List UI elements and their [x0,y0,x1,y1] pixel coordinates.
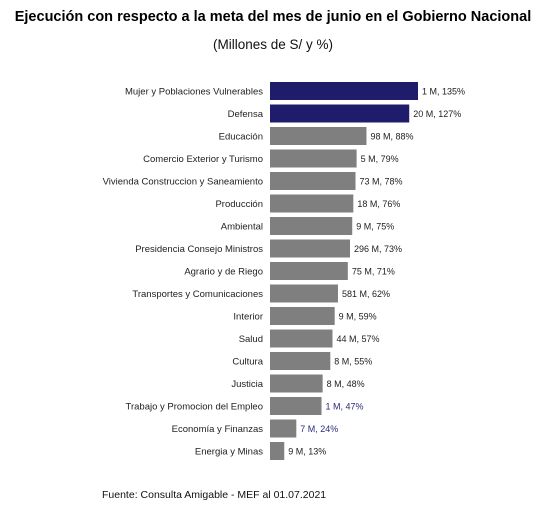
bar [270,419,297,438]
bar [270,172,356,190]
data-label: 581 M, 62% [342,289,390,299]
bar [270,262,348,280]
category-label: Comercio Exterior y Turismo [143,154,263,165]
data-label: 98 M, 88% [370,132,413,142]
category-label: Mujer y Poblaciones Vulnerables [125,87,263,98]
data-label: 1 M, 47% [326,402,364,412]
data-label: 20 M, 127% [413,109,461,119]
data-label: 73 M, 78% [360,177,403,187]
category-label: Interior [233,312,263,323]
data-label: 9 M, 75% [356,222,394,232]
data-label: 44 M, 57% [336,334,379,344]
bar [270,374,323,393]
category-label: Defensa [228,109,264,120]
bar [270,149,357,168]
bar [270,104,410,123]
category-label: Cultura [232,357,263,368]
source-note: Fuente: Consulta Amigable - MEF al 01.07… [102,489,327,501]
category-label: Salud [239,334,263,345]
data-label: 296 M, 73% [354,244,402,254]
category-label: Economía y Finanzas [172,424,264,435]
category-label: Justicia [231,379,263,390]
bar [270,82,418,100]
bar [270,217,353,235]
data-label: 9 M, 59% [339,312,377,322]
data-label: 1 M, 135% [422,87,465,97]
data-label: 8 M, 48% [327,379,365,389]
category-label: Ambiental [221,222,263,233]
category-label: Trabajo y Promocion del Empleo [126,402,263,413]
data-label: 18 M, 76% [357,199,400,209]
data-label: 7 M, 24% [300,424,338,434]
bar [270,239,351,258]
bar [270,194,354,213]
category-label: Transportes y Comunicaciones [132,289,263,300]
category-label: Educación [219,132,263,143]
bar [270,329,333,348]
bar [270,352,331,370]
category-label: Producción [215,199,263,210]
data-label: 8 M, 55% [334,357,372,367]
bar [270,307,335,325]
chart-subtitle: (Millones de S/ y %) [212,37,334,52]
category-label: Energia y Minas [195,447,263,458]
bar [270,442,285,460]
bar [270,127,367,145]
category-label: Presidencia Consejo Ministros [135,244,263,255]
category-label: Agrario y de Riego [184,267,263,278]
bar [270,284,338,303]
data-label: 5 M, 79% [361,154,399,164]
data-label: 75 M, 71% [352,267,395,277]
data-label: 9 M, 13% [288,447,326,457]
chart-title: Ejecución con respecto a la meta del mes… [14,9,532,25]
bar [270,397,322,415]
category-label: Vivienda Construccion y Saneamiento [103,177,263,188]
